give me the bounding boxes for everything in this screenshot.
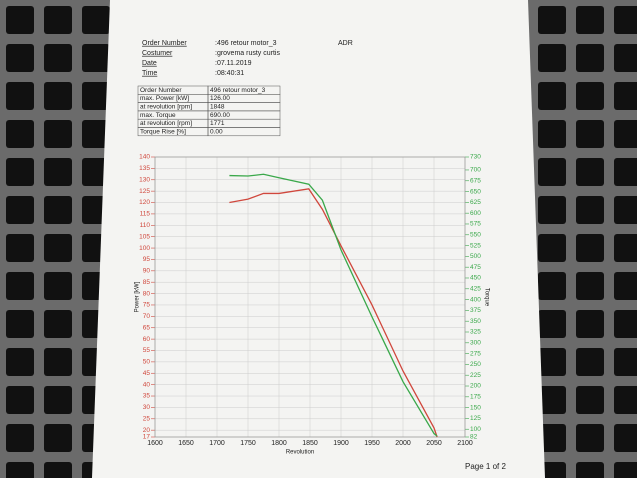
y-tick-label: 80 <box>143 290 151 297</box>
field-label: Time <box>142 70 157 77</box>
y-tick-label: 30 <box>143 404 151 411</box>
y2-tick-label: 200 <box>470 383 481 390</box>
x-tick-label: 1650 <box>178 440 194 447</box>
y-tick-label: 130 <box>139 176 150 183</box>
y-tick-label: 105 <box>139 233 150 240</box>
y-tick-label: 50 <box>143 359 151 366</box>
field-value: :496 retour motor_3 <box>215 40 277 47</box>
y2-tick-label: 730 <box>470 154 481 161</box>
y2-tick-label: 275 <box>470 350 481 357</box>
y2-tick-label: 625 <box>470 199 481 206</box>
y2-tick-label: 600 <box>470 210 481 217</box>
x-axis-label: Revolution <box>286 450 314 456</box>
y2-tick-label: 700 <box>470 167 481 174</box>
y-tick-label: 140 <box>139 154 150 161</box>
y-tick-label: 110 <box>140 222 151 229</box>
y2-tick-label: 450 <box>470 275 481 282</box>
x-tick-label: 1700 <box>209 440 225 447</box>
y-tick-label: 60 <box>143 336 151 343</box>
y-tick-label: 55 <box>143 347 151 354</box>
table-cell <box>207 127 281 137</box>
x-tick-label: 1900 <box>333 440 349 447</box>
y-tick-label: 17 <box>143 434 151 441</box>
footer: Page 1 of 2 <box>465 462 506 471</box>
y-tick-label: 45 <box>143 370 151 377</box>
y2-tick-label: 175 <box>470 394 481 401</box>
y-tick-label: 120 <box>139 199 150 206</box>
y2-tick-label: 400 <box>470 296 481 303</box>
series-line <box>229 173 438 437</box>
field-value: :08:40:31 <box>215 70 244 77</box>
y2-tick-label: 650 <box>470 188 481 195</box>
y2-tick-label: 350 <box>470 318 481 325</box>
y-tick-label: 95 <box>143 256 151 263</box>
table-text: at revolution [rpm] <box>140 103 192 110</box>
table-text: max. Torque <box>140 112 176 119</box>
y2-tick-label: 425 <box>470 286 481 293</box>
y-tick-label: 65 <box>143 324 151 331</box>
y-tick-label: 25 <box>143 416 151 423</box>
y2-tick-label: 525 <box>470 242 481 249</box>
y-axis-label: Power [kW] <box>135 281 141 312</box>
field-label: Order Number <box>142 40 187 47</box>
paper <box>92 0 545 478</box>
table-text: 496 retour motor_3 <box>210 87 266 94</box>
y-tick-label: 115 <box>140 211 151 218</box>
y2-tick-label: 675 <box>470 177 481 184</box>
y2-tick-label: 500 <box>470 253 481 260</box>
y2-tick-label: 225 <box>470 372 481 379</box>
y-tick-label: 85 <box>143 279 151 286</box>
plot-frame <box>154 156 466 438</box>
table-text: 0.00 <box>210 128 223 135</box>
x-tick-label: 1950 <box>364 440 380 447</box>
header-code: ADR <box>338 40 353 47</box>
y-tick-label: 100 <box>139 245 150 252</box>
y2-tick-label: 300 <box>470 340 481 347</box>
y2-tick-label: 125 <box>470 415 481 422</box>
field-label: Costumer <box>142 50 173 57</box>
x-tick-label: 1800 <box>271 440 287 447</box>
y2-tick-label: 550 <box>470 231 481 238</box>
y-tick-label: 35 <box>143 393 151 400</box>
table-text: Order Number <box>140 87 182 94</box>
y2-tick-label: 250 <box>470 361 481 368</box>
x-tick-label: 2050 <box>426 440 442 447</box>
y2-tick-label: 575 <box>470 221 481 228</box>
y-tick-label: 70 <box>143 313 151 320</box>
x-tick-label: 2100 <box>457 440 473 447</box>
y2-tick-label: 150 <box>470 404 481 411</box>
y-tick-label: 75 <box>143 302 151 309</box>
y-tick-label: 40 <box>143 381 151 388</box>
y2-tick-label: 325 <box>470 329 481 336</box>
y-tick-label: 90 <box>143 268 151 275</box>
x-tick-label: 1750 <box>240 440 256 447</box>
table-text: 1771 <box>210 120 225 127</box>
table-text: max. Power [kW] <box>140 95 189 102</box>
y2-tick-label: 82 <box>470 434 478 441</box>
y-tick-label: 20 <box>143 427 151 434</box>
y-tick-label: 125 <box>139 188 150 195</box>
x-tick-label: 2000 <box>395 440 411 447</box>
field-label: Date <box>142 60 157 67</box>
y-tick-label: 135 <box>139 165 150 172</box>
y2-tick-label: 100 <box>470 426 481 433</box>
table-text: 690.00 <box>210 112 230 119</box>
table-text: at revolution [rpm] <box>140 120 192 127</box>
series-line <box>229 188 438 438</box>
x-tick-label: 1600 <box>147 440 163 447</box>
table-text: 1848 <box>210 103 225 110</box>
table-text: 126.00 <box>210 95 230 102</box>
y2-tick-label: 475 <box>470 264 481 271</box>
field-value: :07.11.2019 <box>215 60 252 67</box>
y2-axis-label: Torque <box>483 288 489 307</box>
table-text: Torque Rise [%] <box>140 128 186 135</box>
field-value: :grovema rusty curtis <box>215 50 280 57</box>
x-tick-label: 1850 <box>302 440 318 447</box>
y2-tick-label: 375 <box>470 307 481 314</box>
